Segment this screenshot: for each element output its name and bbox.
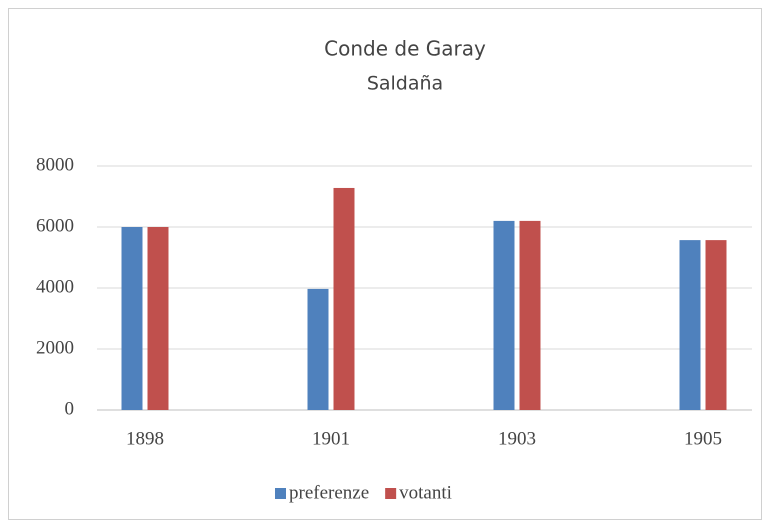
y-tick-label: 0 [65,398,75,419]
bar [519,220,541,410]
chart-title: Conde de Garay [324,37,486,61]
y-tick-label: 2000 [36,337,74,358]
x-tick-label: 1898 [126,428,164,449]
legend-swatch [385,488,397,499]
y-tick-label: 4000 [36,276,74,297]
y-tick-label: 8000 [36,154,74,175]
bar [121,227,143,410]
bar [147,227,169,410]
bar [705,240,727,410]
legend-swatch [275,488,286,499]
legend-label: preferenze [289,482,369,503]
chart-subtitle: Saldaña [367,73,443,95]
bar [307,288,329,410]
legend-label: votanti [399,482,452,503]
bar [333,187,355,410]
x-tick-label: 1901 [312,428,350,449]
bar [493,220,515,410]
x-tick-label: 1903 [498,428,536,449]
x-tick-label: 1905 [684,428,722,449]
y-tick-label: 6000 [36,215,74,236]
bar [679,240,701,410]
